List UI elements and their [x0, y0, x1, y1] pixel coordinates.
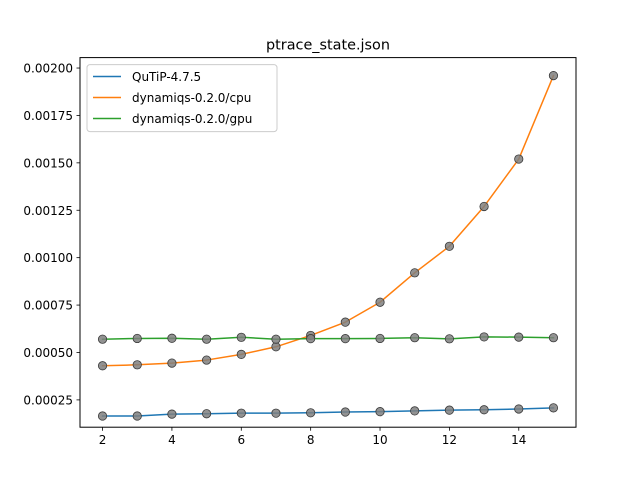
data-point: [340, 317, 350, 327]
legend-label: dynamiqs-0.2.0/cpu: [132, 91, 251, 105]
x-tick-label: 12: [442, 433, 457, 447]
data-point: [444, 334, 454, 344]
data-point: [97, 411, 108, 421]
y-axis: 0.00025 0.00050 0.00075 0.00100 0.00125 0.001…: [23, 62, 80, 407]
data-point: [167, 358, 177, 368]
data-point: [271, 408, 281, 418]
x-tick-label: 8: [307, 433, 315, 447]
legend-label: dynamiqs-0.2.0/gpu: [132, 112, 252, 126]
data-point: [375, 407, 385, 417]
series-line-2: [101, 74, 555, 367]
data-point: [97, 334, 108, 344]
data-point: [167, 409, 177, 419]
y-tick-label: 0.00200: [23, 62, 73, 76]
data-point: [514, 154, 524, 164]
legend-label: QuTiP-4.7.5: [132, 70, 201, 84]
data-point: [202, 355, 212, 365]
data-point: [97, 361, 108, 371]
data-point: [548, 333, 559, 343]
x-tick-label: 10: [372, 433, 387, 447]
y-tick-label: 0.00050: [23, 346, 73, 360]
data-point: [444, 241, 454, 251]
data-point: [479, 332, 489, 342]
x-tick-label: 4: [168, 433, 176, 447]
data-point: [236, 408, 246, 418]
data-point: [375, 297, 385, 307]
legend-box: [86, 64, 278, 133]
legend: QuTiP-4.7.5 dynamiqs-0.2.0/cpu dynamiqs-0.…: [86, 64, 278, 133]
data-point: [375, 333, 385, 344]
data-point: [132, 333, 142, 344]
x-axis: 2 4 6 8 10 12 14: [99, 427, 526, 447]
y-tick-label: 0.00075: [23, 299, 73, 313]
data-point: [132, 411, 142, 421]
chart-title: ptrace_state.json: [266, 38, 390, 54]
data-point: [514, 404, 524, 414]
data-point: [167, 333, 177, 343]
data-point: [271, 334, 281, 344]
data-point: [132, 360, 142, 370]
data-point: [340, 334, 350, 344]
x-tick-label: 14: [511, 433, 526, 447]
y-tick-label: 0.00125: [23, 204, 73, 218]
y-tick-label: 0.00025: [23, 393, 73, 407]
data-point: [271, 342, 281, 352]
data-point: [236, 349, 246, 359]
data-point: [306, 408, 316, 418]
data-point: [548, 403, 559, 413]
data-point: [306, 334, 316, 344]
data-point: [410, 333, 420, 343]
data-point: [236, 332, 246, 342]
data-point: [444, 405, 454, 415]
data-point: [410, 268, 420, 278]
data-point: [202, 409, 212, 419]
data-point: [202, 334, 212, 344]
y-tick-label: 0.00150: [23, 156, 73, 170]
plot-area: [97, 71, 559, 421]
axes-frame: [79, 57, 577, 428]
x-tick-label: 2: [99, 433, 107, 447]
data-point: [479, 201, 489, 212]
data-point: [410, 406, 420, 416]
series-line-3: [101, 336, 555, 340]
series-line-1: [101, 407, 555, 417]
data-point: [548, 71, 559, 81]
y-tick-label: 0.00100: [23, 251, 73, 265]
y-tick-label: 0.00175: [23, 109, 73, 123]
data-point: [479, 405, 489, 415]
data-point: [514, 332, 524, 342]
data-point: [340, 407, 350, 417]
x-tick-label: 6: [237, 433, 245, 447]
